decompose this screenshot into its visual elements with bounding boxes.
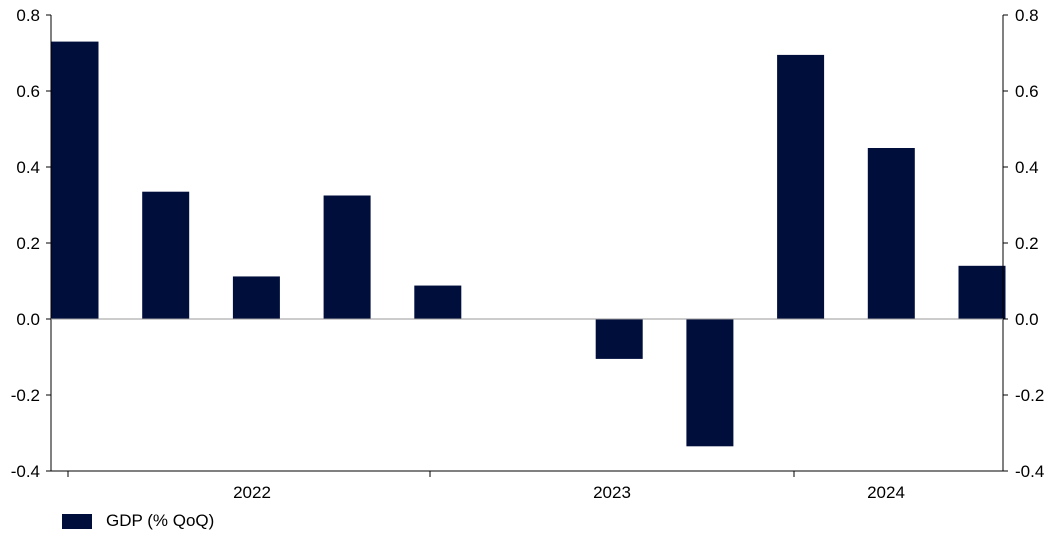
x-tick-label-2024: 2024 xyxy=(867,483,905,502)
left-y-tick-label: -0.4 xyxy=(11,462,40,481)
bars-group xyxy=(51,41,1006,447)
legend-swatch xyxy=(62,513,92,529)
legend-label: GDP (% QoQ) xyxy=(106,511,215,530)
left-y-tick-label: -0.2 xyxy=(11,386,40,405)
right-y-tick-label: 0.4 xyxy=(1015,158,1039,177)
gdp-bar-chart: -0.4 -0.4 -0.2 -0.2 0.0 0.0 0.2 0.2 0.4 0.4 0.6 0.6… xyxy=(11,6,1045,502)
left-y-tick-label: 0.2 xyxy=(16,234,40,253)
legend: GDP (% QoQ) xyxy=(62,511,214,531)
right-y-tick-label: -0.2 xyxy=(1015,386,1044,405)
right-y-tick-label: 0.2 xyxy=(1015,234,1039,253)
right-y-tick-label: 0.0 xyxy=(1015,310,1039,329)
right-y-tick-label: 0.8 xyxy=(1015,6,1039,25)
bar-q4-2023 xyxy=(686,319,734,447)
left-y-tick-label: 0.0 xyxy=(16,310,40,329)
axes-group xyxy=(46,14,1008,477)
bar-q3-2023 xyxy=(595,319,643,359)
right-y-tick-label: -0.4 xyxy=(1015,462,1044,481)
bar-q1-2023 xyxy=(414,285,462,319)
left-y-tick-label: 0.6 xyxy=(16,82,40,101)
left-y-tick-label: 0.8 xyxy=(16,6,40,25)
x-tick-label-2022: 2022 xyxy=(233,483,271,502)
bar-q3-2022 xyxy=(232,276,280,319)
bar-q4-2022 xyxy=(323,195,371,319)
bar-q2-2024 xyxy=(867,148,915,319)
right-y-tick-label: 0.6 xyxy=(1015,82,1039,101)
bar-q1-2022 xyxy=(51,41,99,319)
bar-q2-2022 xyxy=(142,191,190,319)
labels-group: -0.4 -0.4 -0.2 -0.2 0.0 0.0 0.2 0.2 0.4 0.4 0.6 0.6… xyxy=(11,6,1045,502)
x-tick-label-2023: 2023 xyxy=(593,483,631,502)
left-y-tick-label: 0.4 xyxy=(16,158,40,177)
bar-q3-2024 xyxy=(958,265,1006,319)
bar-q1-2024 xyxy=(777,54,825,320)
